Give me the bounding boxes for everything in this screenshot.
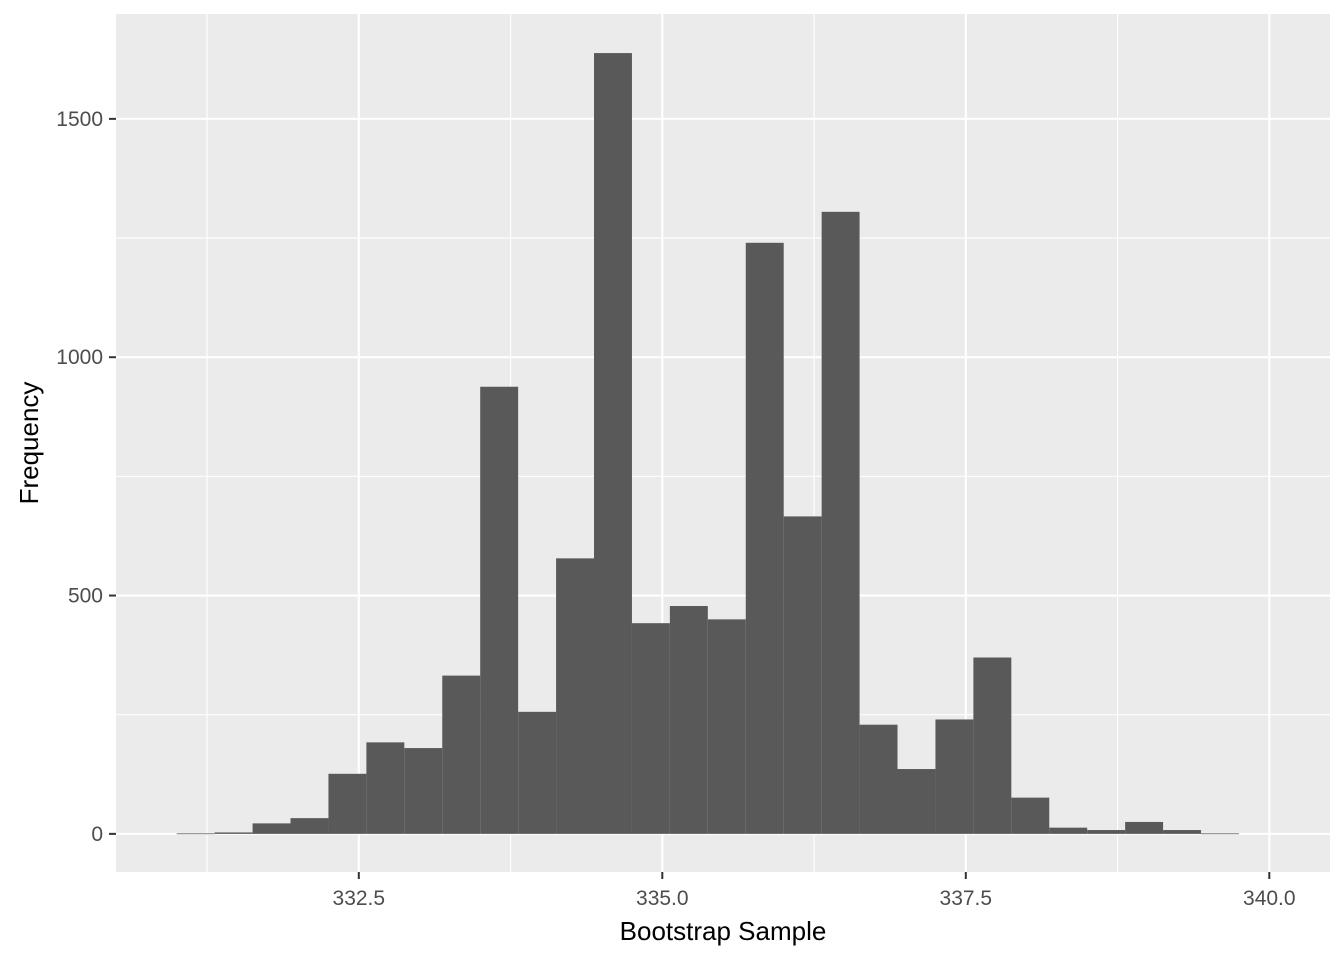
- histogram-bar: [935, 719, 974, 834]
- histogram-bar: [594, 53, 632, 834]
- histogram-bar: [1201, 833, 1239, 835]
- histogram-bars: [176, 53, 1239, 835]
- histogram-bar: [214, 832, 253, 834]
- histogram-bar: [1049, 827, 1088, 834]
- histogram-bar: [366, 742, 405, 834]
- histogram-bar: [821, 211, 860, 834]
- histogram-bar: [1087, 830, 1126, 834]
- x-axis: 332.5 335.0 337.5 340.0: [333, 872, 1296, 910]
- y-axis: 0 500 1000 1500: [56, 108, 116, 846]
- histogram-bar: [973, 657, 1012, 834]
- x-tick-label: 337.5: [940, 887, 993, 910]
- histogram-bar: [745, 242, 784, 834]
- histogram-bar: [783, 516, 822, 834]
- histogram-bar: [328, 773, 367, 834]
- histogram-bar: [1125, 821, 1164, 834]
- histogram-bar: [176, 833, 215, 835]
- histogram-bar: [1011, 797, 1050, 834]
- y-tick-label: 500: [68, 585, 103, 608]
- histogram-bar: [480, 386, 519, 834]
- x-tick-label: 335.0: [636, 887, 689, 910]
- histogram-bar: [631, 623, 670, 834]
- histogram-bar: [518, 711, 557, 834]
- y-tick-label: 1500: [56, 108, 103, 131]
- histogram-bar: [290, 818, 329, 834]
- histogram-bar: [556, 558, 595, 834]
- histogram-bar: [404, 748, 443, 834]
- histogram-bar: [442, 675, 481, 834]
- x-axis-title: Bootstrap Sample: [620, 916, 827, 946]
- histogram-bar: [707, 619, 746, 834]
- y-tick-label: 1000: [56, 346, 103, 369]
- histogram-bar: [669, 606, 708, 834]
- histogram-bar: [859, 724, 898, 834]
- x-tick-label: 340.0: [1243, 887, 1296, 910]
- x-tick-label: 332.5: [333, 887, 386, 910]
- y-axis-title: Frequency: [14, 382, 44, 505]
- histogram-bar: [252, 823, 291, 834]
- histogram-bar: [897, 769, 936, 834]
- histogram-bar: [1163, 830, 1202, 834]
- y-tick-label: 0: [91, 823, 103, 846]
